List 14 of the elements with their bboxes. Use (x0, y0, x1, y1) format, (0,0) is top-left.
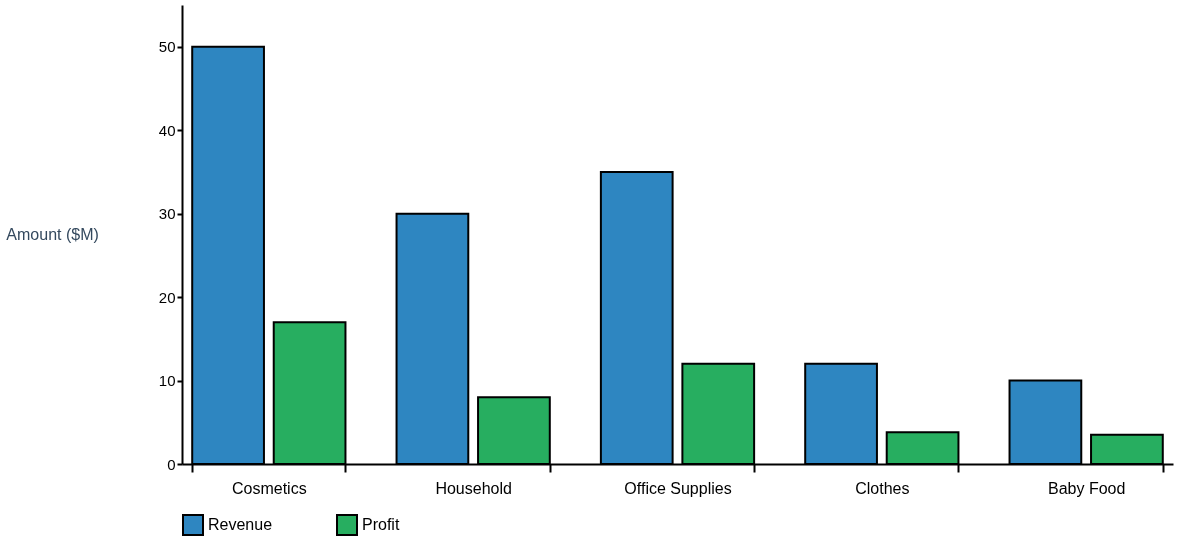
x-tick-label: Household (435, 479, 512, 497)
y-tick-label: 40 (158, 121, 176, 139)
y-tick-label: 30 (158, 205, 176, 223)
x-tick-label: Cosmetics (232, 479, 307, 497)
x-tick-label: Clothes (855, 479, 910, 497)
y-tick-label: 0 (167, 455, 176, 473)
legend-label: Revenue (208, 516, 273, 533)
y-tick-label: 20 (158, 288, 176, 306)
y-tick-label: 50 (158, 38, 176, 56)
y-axis-title: Amount ($M) (6, 226, 99, 243)
x-tick-label: Baby Food (1047, 479, 1126, 497)
legend-label: Profit (362, 516, 400, 533)
y-tick-label: 10 (158, 372, 176, 390)
x-tick-label: Office Supplies (624, 479, 732, 497)
